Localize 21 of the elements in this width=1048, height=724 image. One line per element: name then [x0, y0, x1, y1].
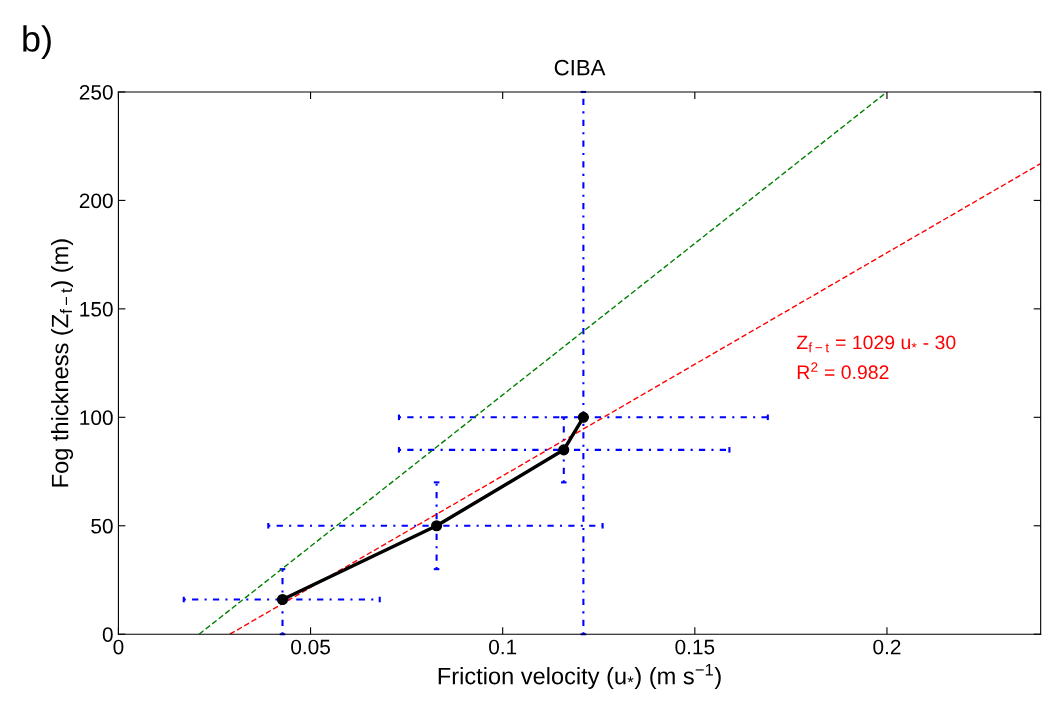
- annotation: R$^{2}$ = 0.982: [797, 362, 889, 380]
- y-tick-label: 150: [80, 301, 113, 317]
- chart-title: CIBA: [554, 59, 606, 76]
- y-tick-label: 100: [80, 410, 113, 426]
- y-tick-label: 0: [102, 627, 113, 642]
- x-tick-label: 0.2: [873, 639, 901, 655]
- text: b): [23, 25, 51, 59]
- point: [577, 411, 589, 423]
- y-tick-label: 200: [79, 193, 113, 209]
- x-axis-title: Friction velocity (u$_{*}$) (m s$^{−1}$): [438, 664, 721, 690]
- point: [558, 444, 570, 456]
- y-axis-title: Fog thickness (Z$_{f−t}$) (m): [51, 239, 74, 487]
- x-tick-label: 0.1: [489, 639, 517, 655]
- annotation: Z$_{f−t}$ = 1029 u$_{*}$ - 30: [796, 335, 956, 353]
- y-tick-label: 50: [91, 518, 113, 534]
- point: [431, 520, 443, 532]
- x-tick-label: 0.15: [675, 639, 715, 655]
- x-tick-label: 0.05: [291, 639, 330, 655]
- x-tick-label: 0: [113, 639, 124, 655]
- y-tick-label: 250: [79, 84, 113, 100]
- point: [276, 593, 289, 606]
